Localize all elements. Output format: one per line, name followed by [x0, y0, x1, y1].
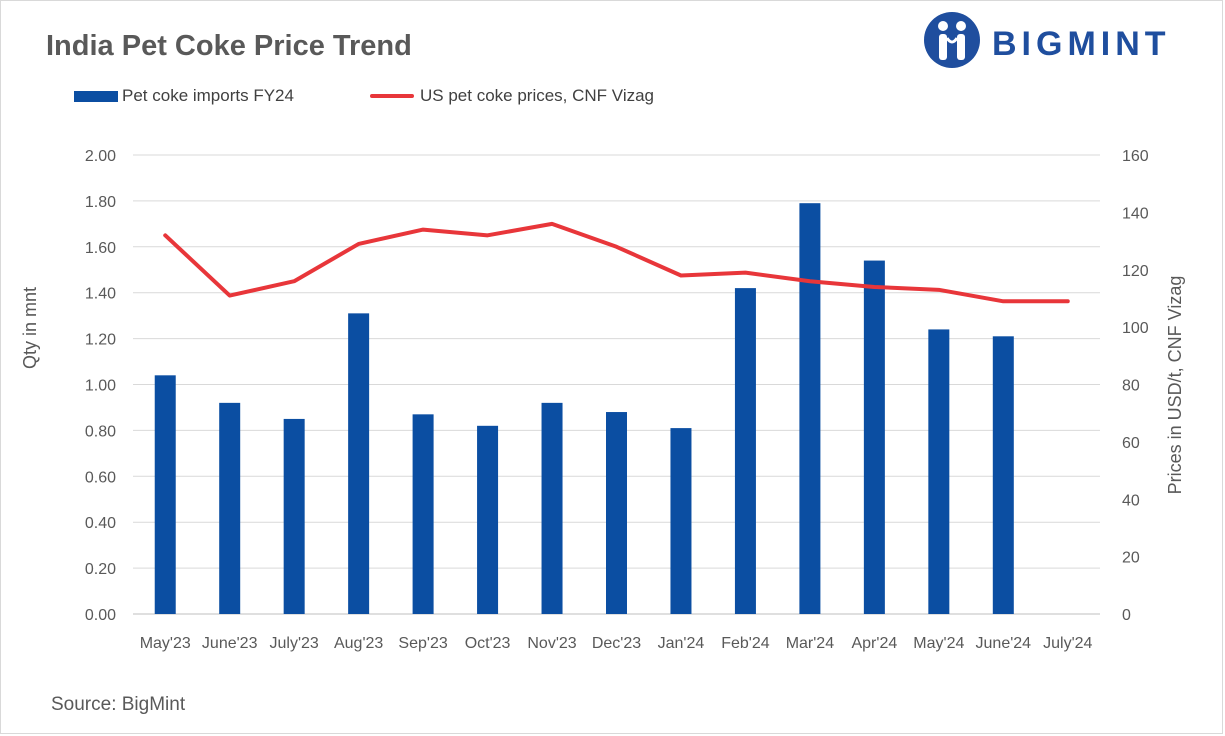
x-tick-label: Feb'24 [721, 635, 770, 652]
bigmint-logo: BIGMINT [922, 10, 1212, 70]
bar-imports [670, 428, 692, 614]
price-point [937, 288, 941, 292]
y-axis-title: Qty in mnt [20, 287, 40, 369]
bar-imports [799, 203, 821, 614]
bar-imports [734, 288, 756, 614]
bar-series-imports [154, 203, 1014, 614]
y-tick-label: 1.80 [85, 194, 116, 211]
y-tick-label: 0.00 [85, 607, 116, 624]
price-point [228, 294, 232, 298]
price-point [357, 242, 361, 246]
price-point [1001, 299, 1005, 303]
bar-imports [606, 412, 627, 614]
x-tick-label: Sep'23 [398, 635, 447, 652]
legend-label-imports: Pet coke imports FY24 [122, 86, 294, 105]
legend-swatch-bar [74, 90, 118, 102]
price-point [615, 245, 618, 249]
x-tick-label: July'23 [270, 635, 319, 652]
legend-item-imports: Pet coke imports FY24 [74, 86, 294, 106]
price-point [872, 285, 876, 289]
y2-tick-label: 140 [1122, 205, 1149, 222]
line-series-prices [163, 221, 1070, 304]
bar-imports [283, 418, 305, 614]
legend-swatch-line [370, 94, 414, 98]
y-tick-label: 0.80 [85, 423, 116, 440]
legend-item-prices: US pet coke prices, CNF Vizag [370, 86, 654, 106]
axis-labels: 0.00 0.20 0.40 0.60 0.80 1.00 1.20 1.40 1.60 1.80… [85, 148, 1149, 652]
x-tick-label: May'24 [913, 635, 964, 652]
y-tick-label: 0.60 [85, 469, 116, 486]
brand-name: BIGMINT [992, 25, 1171, 63]
y2-tick-label: 160 [1122, 148, 1149, 165]
bar-imports [477, 425, 499, 614]
y-tick-label: 1.60 [85, 240, 116, 257]
x-tick-label: Nov'23 [527, 635, 576, 652]
y2-tick-label: 100 [1122, 320, 1149, 337]
y2-axis-title: Prices in USD/t, CNF Vizag [1165, 276, 1185, 495]
chart-title: India Pet Coke Price Trend [46, 30, 412, 62]
bar-imports [928, 329, 950, 614]
price-point [1066, 299, 1070, 303]
y2-tick-label: 120 [1122, 263, 1149, 280]
y2-tick-label: 80 [1122, 378, 1140, 395]
x-tick-label: Jan'24 [658, 635, 705, 652]
legend-label-prices: US pet coke prices, CNF Vizag [420, 86, 654, 105]
bar-imports [154, 375, 176, 614]
bigmint-emblem-icon [924, 12, 980, 68]
bar-imports [541, 402, 563, 614]
y-tick-label: 0.20 [85, 561, 116, 578]
x-tick-label: Mar'24 [786, 635, 835, 652]
bar-imports [863, 260, 885, 614]
price-point [163, 233, 167, 237]
x-tick-label: June'24 [976, 635, 1032, 652]
y-tick-label: 2.00 [85, 148, 116, 165]
y2-tick-label: 40 [1122, 492, 1140, 509]
x-tick-label: May'23 [140, 635, 191, 652]
x-tick-label: Aug'23 [334, 635, 383, 652]
bar-imports [348, 313, 370, 614]
y-tick-label: 0.40 [85, 515, 116, 532]
price-point [421, 228, 425, 232]
y2-tick-label: 60 [1122, 435, 1140, 452]
chart-legend: Pet coke imports FY24 US pet coke prices… [0, 86, 1225, 108]
y2-tick-label: 0 [1122, 607, 1131, 624]
x-tick-label: June'23 [202, 635, 258, 652]
y2-tick-label: 20 [1122, 550, 1140, 567]
x-tick-label: July'24 [1043, 635, 1092, 652]
bar-imports [412, 414, 434, 614]
price-point [550, 222, 554, 226]
y-tick-label: 1.20 [85, 332, 116, 349]
price-line [163, 221, 1070, 304]
price-point [486, 233, 490, 237]
x-tick-label: Oct'23 [465, 635, 511, 652]
x-tick-label: Dec'23 [592, 635, 641, 652]
price-point [808, 279, 812, 283]
bar-imports [219, 402, 241, 614]
x-tick-label: Apr'24 [851, 635, 897, 652]
y-tick-label: 1.00 [85, 378, 116, 395]
source-note: Source: BigMint [51, 694, 186, 715]
price-point [743, 271, 747, 275]
price-point [679, 273, 683, 277]
price-point [292, 279, 296, 283]
y-tick-label: 1.40 [85, 286, 116, 303]
bar-imports [992, 336, 1014, 614]
